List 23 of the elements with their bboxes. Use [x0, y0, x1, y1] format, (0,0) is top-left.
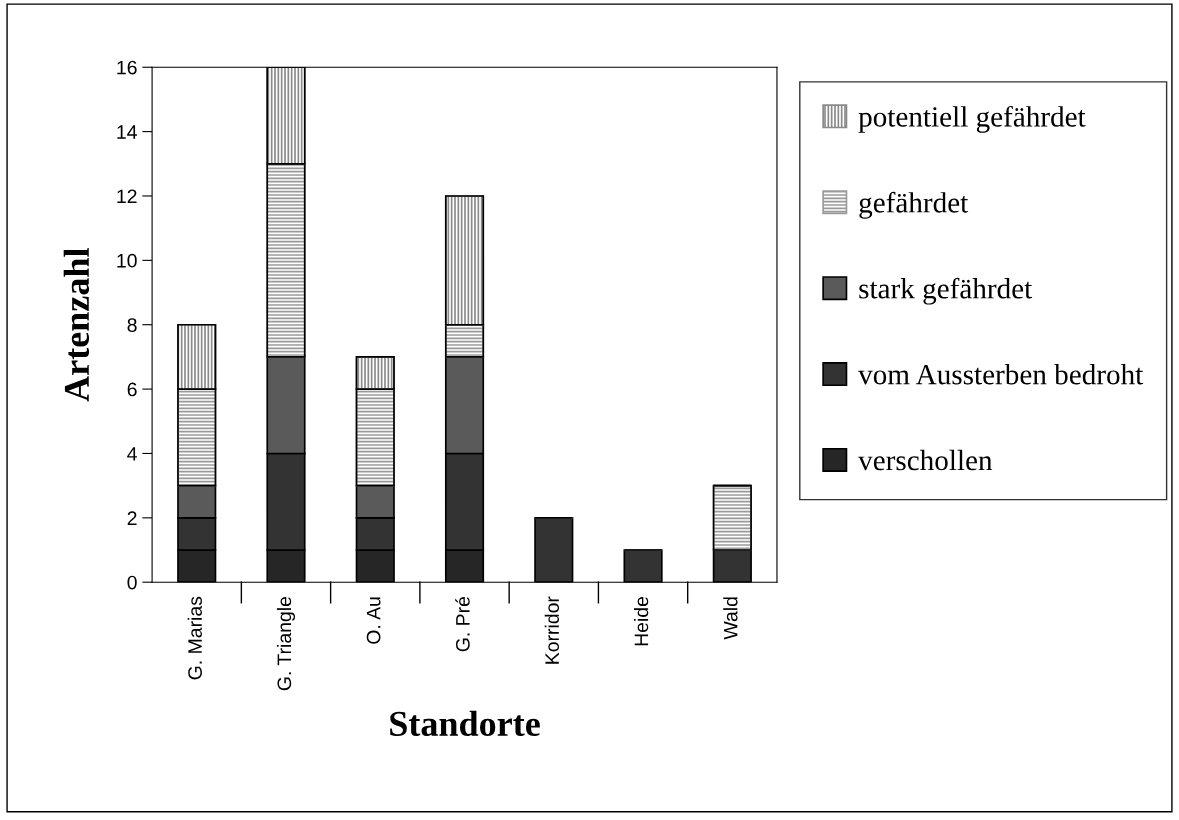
x-tick-label: G. Pré [455, 596, 470, 652]
y-tick-label: 2 [127, 511, 137, 525]
y-tick-label: 4 [127, 447, 137, 461]
y-axis-title: Artenzahl [63, 248, 90, 402]
legend-label: stark gefährdet [859, 277, 1033, 305]
y-tick-label: 0 [127, 575, 137, 590]
y-tick-label: 12 [117, 189, 137, 204]
y-tick-label: 8 [127, 318, 137, 332]
y-tick-label: 14 [117, 125, 137, 139]
y-tick-label: 16 [117, 60, 137, 75]
legend-label: vom Aussterben bedroht [858, 363, 1144, 385]
x-tick-label: Heide [634, 596, 649, 646]
legend-label: gefährdet [859, 191, 969, 219]
x-tick-label: O. Au [366, 597, 381, 644]
y-tick-label: 6 [127, 382, 137, 397]
x-axis-title: Standorte [390, 710, 540, 737]
legend-label: verschollen [858, 449, 993, 471]
y-tick-label: 10 [117, 253, 137, 268]
x-tick-label: G. Marias [187, 596, 202, 680]
x-tick-label: G. Triangle [276, 596, 296, 691]
x-tick-label: Wald [723, 597, 738, 640]
x-tick-label: Korridor [544, 596, 560, 664]
legend-label: potentiell gefährdet [858, 105, 1086, 133]
